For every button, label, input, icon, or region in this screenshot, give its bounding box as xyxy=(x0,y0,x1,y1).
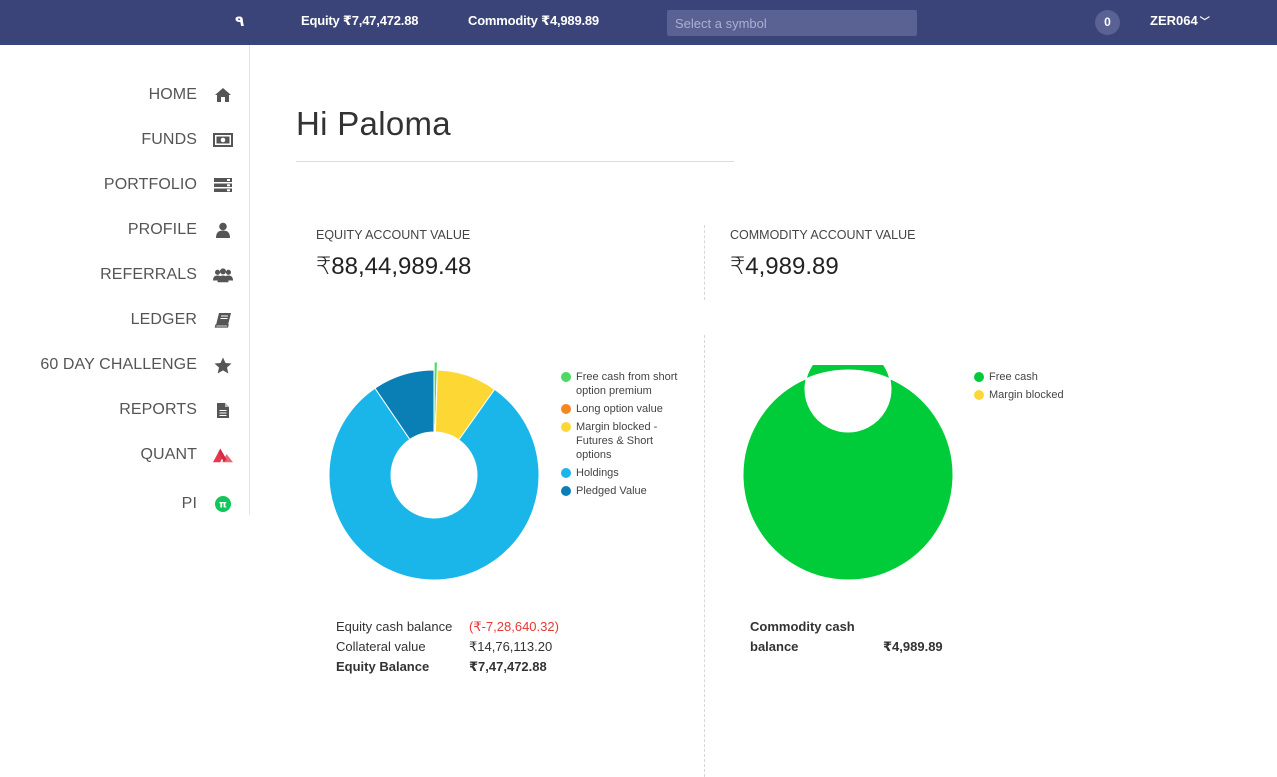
collateral-value-label: Collateral value xyxy=(336,639,426,654)
legend-swatch xyxy=(561,486,571,496)
notification-badge[interactable]: 0 xyxy=(1095,10,1120,35)
sidebar-item-label: REPORTS xyxy=(119,401,197,418)
money-icon xyxy=(213,130,233,150)
top-bar: ٩ Equity ₹7,47,472.88 Commodity ₹4,989.8… xyxy=(0,0,1277,45)
sidebar-item-label: REFERRALS xyxy=(100,266,197,283)
sidebar-item-home[interactable]: HOME xyxy=(149,83,233,107)
commodity-account-value: ₹4,989.89 xyxy=(730,253,839,280)
sidebar-item-label: QUANT xyxy=(140,446,197,463)
equity-account-value: ₹88,44,989.48 xyxy=(316,253,472,280)
legend-label: Holdings xyxy=(576,467,619,479)
document-icon xyxy=(213,400,233,420)
legend-label: Free cash from short option premium xyxy=(576,371,678,397)
sidebar-item-label: PROFILE xyxy=(127,221,197,238)
donut-slice-holdings[interactable] xyxy=(328,387,540,581)
legend-item[interactable]: Free cash xyxy=(974,370,1094,384)
equity-balance-value: ₹7,47,472.88 xyxy=(469,659,547,674)
legend-item[interactable]: Margin blocked - Futures & Short options xyxy=(561,420,681,462)
chart-divider xyxy=(704,335,705,777)
chevron-down-icon: ﹀ xyxy=(1199,17,1210,28)
user-icon xyxy=(213,220,233,240)
legend-label: Margin blocked - Futures & Short options xyxy=(576,421,658,461)
sidebar-item-60-day-challenge[interactable]: 60 DAY CHALLENGE xyxy=(40,353,233,377)
equity-cash-balance-value: (₹-7,28,640.32) xyxy=(469,619,559,634)
symbol-search-input[interactable] xyxy=(667,10,917,36)
user-menu[interactable]: ZER064 ﹀ xyxy=(1150,13,1210,28)
commodity-balance-summary: Commodity ₹4,989.89 xyxy=(468,13,599,28)
legend-swatch xyxy=(561,404,571,414)
equity-donut-chart xyxy=(328,361,540,581)
users-icon xyxy=(213,265,233,285)
commodity-donut-chart xyxy=(742,365,954,581)
star-icon xyxy=(213,355,233,375)
equity-balance-label: Equity Balance xyxy=(336,659,430,674)
legend-swatch xyxy=(561,372,571,382)
sidebar-item-portfolio[interactable]: PORTFOLIO xyxy=(104,173,233,197)
legend-label: Pledged Value xyxy=(576,485,647,497)
portfolio-icon xyxy=(213,175,233,195)
legend-swatch xyxy=(974,372,984,382)
sidebar-item-label: 60 DAY CHALLENGE xyxy=(40,356,197,373)
sidebar-item-label: FUNDS xyxy=(141,131,197,148)
legend-swatch xyxy=(974,390,984,400)
legend-item[interactable]: Holdings xyxy=(561,466,681,480)
collateral-value: ₹14,76,113.20 xyxy=(469,639,553,654)
sidebar-item-reports[interactable]: REPORTS xyxy=(119,398,233,422)
sidebar-item-ledger[interactable]: LEDGER xyxy=(131,308,233,332)
sidebar-item-label: PORTFOLIO xyxy=(103,176,197,193)
equity-cash-balance-label: Equity cash balance xyxy=(336,619,453,634)
legend-label: Long option value xyxy=(576,403,663,415)
sidebar-item-referrals[interactable]: REFERRALS xyxy=(100,263,233,287)
legend-item[interactable]: Long option value xyxy=(561,402,681,416)
commodity-cash-balance-value: ₹4,989.89 xyxy=(883,639,943,654)
quant-icon xyxy=(213,445,233,465)
sidebar-item-quant[interactable]: QUANT xyxy=(140,443,233,467)
sidebar-item-label: HOME xyxy=(148,86,197,103)
book-icon xyxy=(213,310,233,330)
legend-label: Free cash xyxy=(989,371,1038,383)
brand-logo[interactable]: ٩ xyxy=(235,13,245,30)
sidebar-item-label: PI xyxy=(181,495,197,512)
legend-label: Margin blocked xyxy=(989,389,1064,401)
legend-item[interactable]: Free cash from short option premium xyxy=(561,370,681,398)
equity-account-label: EQUITY ACCOUNT VALUE xyxy=(316,228,471,242)
legend-item[interactable]: Pledged Value xyxy=(561,484,681,498)
legend-swatch xyxy=(561,468,571,478)
commodity-chart-legend: Free cash Margin blocked xyxy=(974,370,1094,406)
page-title: Hi Paloma xyxy=(296,105,451,142)
sidebar-item-funds[interactable]: FUNDS xyxy=(141,128,233,152)
legend-item[interactable]: Margin blocked xyxy=(974,388,1094,402)
svg-text:π: π xyxy=(219,500,227,511)
home-icon xyxy=(213,85,233,105)
pi-icon: π xyxy=(213,494,233,514)
commodity-account-label: COMMODITY ACCOUNT VALUE xyxy=(730,228,916,242)
sidebar-item-pi[interactable]: PI π xyxy=(182,492,233,516)
equity-balance-summary: Equity ₹7,47,472.88 xyxy=(301,13,419,28)
equity-chart-legend: Free cash from short option premium Long… xyxy=(561,370,681,502)
commodity-cash-balance-label-line2: balance xyxy=(750,639,799,654)
user-id: ZER064 xyxy=(1150,13,1198,28)
title-divider xyxy=(296,161,734,162)
sidebar-item-label: LEDGER xyxy=(130,311,197,328)
donut-slice-free-cash[interactable] xyxy=(742,365,954,581)
sidebar-item-profile[interactable]: PROFILE xyxy=(128,218,233,242)
donut-slice-pledged-value[interactable] xyxy=(374,369,435,441)
commodity-cash-balance-label: Commodity cash xyxy=(750,619,855,634)
legend-swatch xyxy=(561,422,571,432)
sidebar: HOME FUNDS PORTFOLIO PROFILE REFERRALS L… xyxy=(0,45,250,515)
account-divider xyxy=(704,225,705,300)
